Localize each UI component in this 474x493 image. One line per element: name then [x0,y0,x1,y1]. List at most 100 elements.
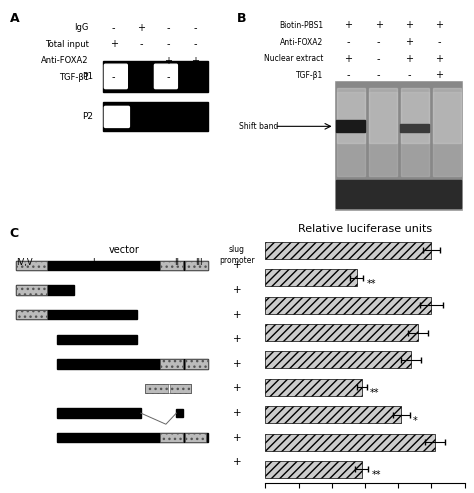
Bar [185,359,208,369]
Text: -: - [166,72,170,82]
Text: III: III [195,257,203,267]
Text: B: B [237,12,246,25]
Text: vector: vector [109,245,140,255]
Bar [185,433,206,443]
Text: Nuclear extract: Nuclear extract [264,54,323,63]
Text: P2: P2 [82,112,93,121]
Bar [57,359,208,369]
Bar [57,433,208,443]
Bar [57,408,141,418]
Text: C: C [9,227,18,240]
Bar [103,61,208,92]
Text: -: - [347,37,350,47]
Bar [16,285,47,294]
Text: -: - [112,23,116,33]
Text: +: + [435,54,443,64]
Text: +: + [405,37,413,47]
Text: Biotin-PBS1: Biotin-PBS1 [279,21,323,30]
Text: -: - [193,23,197,33]
Bar [265,433,435,451]
Text: **: ** [370,388,380,398]
Text: -: - [139,56,143,66]
Bar [160,433,182,443]
Text: A: A [9,12,19,25]
Text: +: + [435,20,443,31]
Bar [103,102,208,131]
Title: Relative luciferase units: Relative luciferase units [298,224,432,235]
Text: -: - [112,72,116,82]
Bar [160,359,182,369]
Bar [433,92,461,176]
Text: +: + [191,72,199,82]
Bar [170,384,191,393]
Text: -: - [407,70,410,80]
Bar [336,120,365,132]
Text: Shift band: Shift band [239,122,279,131]
Text: IgG: IgG [74,23,89,32]
Bar [185,260,208,270]
Text: -: - [347,70,350,80]
Text: **: ** [367,279,376,289]
Text: **: ** [372,470,381,481]
Bar [176,409,182,417]
Bar [16,310,47,319]
Bar [145,384,168,393]
Text: +: + [233,408,241,418]
Text: +: + [233,433,241,443]
Text: I: I [91,257,94,267]
Text: Total input: Total input [45,40,89,49]
Text: -: - [166,23,170,33]
Text: -: - [377,37,381,47]
Text: +: + [137,23,145,33]
Bar [335,81,462,210]
Text: +: + [233,285,241,295]
Text: -: - [193,39,197,49]
Bar [265,406,401,423]
FancyBboxPatch shape [155,64,177,89]
Bar [400,124,429,132]
Text: -: - [139,72,143,82]
Text: TGF-β1: TGF-β1 [296,71,323,80]
Text: +: + [233,359,241,369]
Text: TGF-β1: TGF-β1 [59,73,89,82]
Bar [265,352,411,368]
Text: II: II [174,257,179,267]
Bar [337,92,365,176]
Bar [16,260,208,270]
Bar [265,242,431,259]
Bar [369,92,397,176]
Text: +: + [233,334,241,344]
Bar [265,379,362,396]
FancyBboxPatch shape [104,64,128,89]
Bar [265,461,362,478]
Bar [16,260,47,270]
Text: Anti-FOXA2: Anti-FOXA2 [280,37,323,46]
Text: P1: P1 [82,72,93,81]
Text: +: + [233,260,241,270]
Text: slug
promoter: slug promoter [219,245,255,265]
Text: -: - [112,56,116,66]
Bar [160,260,182,270]
Text: +: + [164,56,172,66]
Text: +: + [405,20,413,31]
Text: IV,V: IV,V [16,257,32,267]
Bar [265,297,431,314]
Bar [336,179,461,209]
Text: +: + [233,458,241,467]
Text: -: - [139,39,143,49]
Bar [336,82,461,209]
Bar [57,334,137,344]
Text: +: + [233,310,241,319]
Text: +: + [110,39,118,49]
Text: +: + [374,20,383,31]
Text: -: - [438,37,441,47]
Bar [369,88,397,143]
Text: Anti-FOXA2: Anti-FOXA2 [41,56,89,66]
Text: +: + [345,54,353,64]
Text: -: - [166,39,170,49]
Bar [401,92,429,176]
FancyBboxPatch shape [104,106,129,127]
Text: +: + [191,56,199,66]
Text: +: + [435,70,443,80]
Text: *: * [413,416,418,425]
